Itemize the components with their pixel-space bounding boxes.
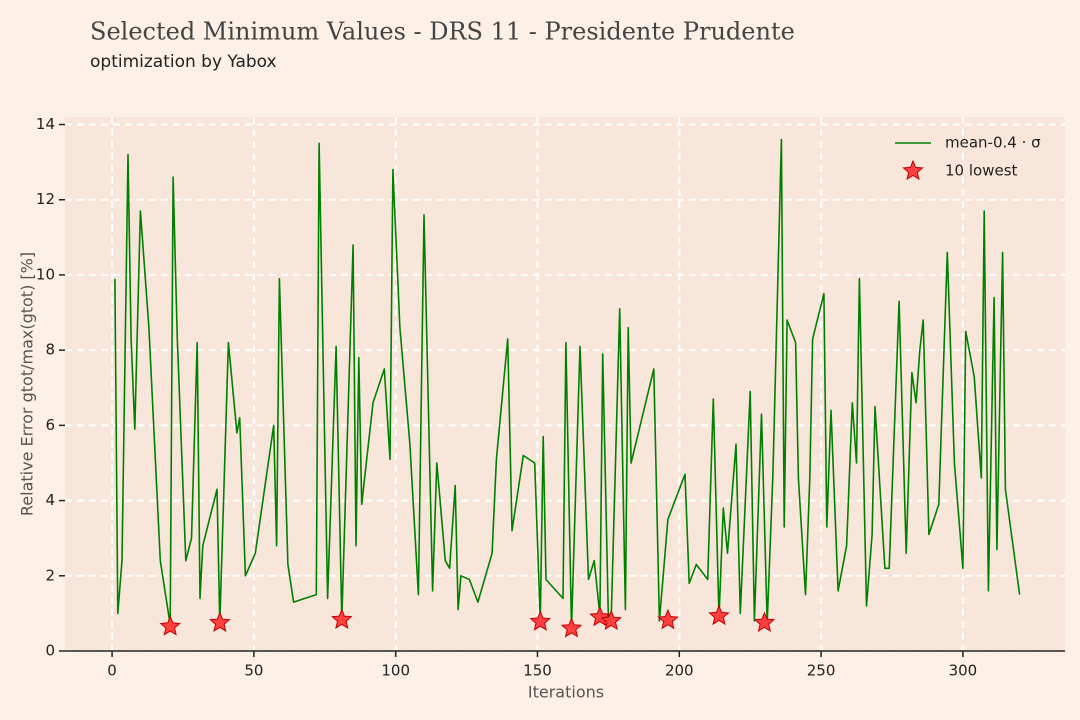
legend-label: 10 lowest: [945, 162, 1018, 180]
star-marker: [753, 611, 776, 632]
x-tick-label: 150: [523, 662, 552, 680]
chart-title: Selected Minimum Values - DRS 11 - Presi…: [90, 18, 795, 46]
legend-marker: [902, 159, 924, 181]
star-marker: [657, 608, 679, 630]
star-marker: [600, 609, 622, 631]
x-tick-label: 300: [949, 662, 978, 680]
y-tick-label: 8: [45, 341, 55, 359]
y-tick-label: 2: [45, 566, 55, 584]
legend-label: mean-0.4 · σ: [945, 134, 1041, 152]
y-tick-label: 6: [45, 416, 55, 434]
star-marker: [560, 617, 583, 638]
star-marker: [529, 610, 552, 631]
star-marker: [708, 604, 730, 626]
star-marker: [209, 611, 231, 632]
x-tick-label: 100: [381, 662, 410, 680]
y-tick-label: 14: [36, 115, 55, 133]
y-tick-label: 12: [36, 190, 55, 208]
x-tick-label: 250: [807, 662, 836, 680]
x-tick-label: 0: [107, 662, 117, 680]
y-axis-label: Relative Error gtot/max(gtot) [%]: [18, 252, 37, 516]
data-line: [114, 138, 1021, 630]
x-tick-label: 50: [244, 662, 263, 680]
star-marker: [159, 615, 181, 636]
y-tick-label: 0: [45, 642, 55, 660]
y-tick-label: 10: [36, 265, 55, 283]
x-axis-label: Iterations: [528, 683, 604, 702]
chart-subtitle: optimization by Yabox: [90, 52, 277, 72]
y-tick-label: 4: [45, 491, 55, 509]
star-marker: [331, 608, 353, 629]
x-tick-label: 200: [665, 662, 694, 680]
